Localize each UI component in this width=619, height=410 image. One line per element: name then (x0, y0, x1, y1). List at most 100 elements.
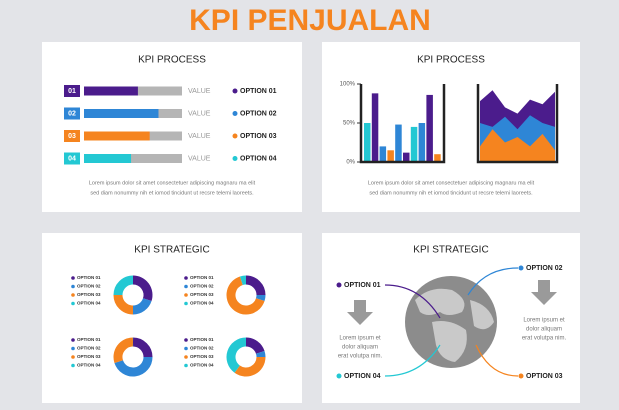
body-text: erat volutpa nim. (522, 336, 567, 342)
panel-title: KPI PROCESS (138, 55, 206, 66)
legend-label: OPTION 04 (77, 363, 101, 368)
body-text: Lorem ipsum dolor sit amet consectetuer … (89, 180, 256, 186)
legend-label: OPTION 03 (77, 354, 101, 359)
legend-label: OPTION 04 (77, 301, 101, 306)
connector (467, 267, 519, 296)
legend-dot (71, 338, 75, 342)
donut-segment (132, 297, 152, 315)
arrow (531, 280, 557, 305)
body-text: dolor aliquam (526, 327, 562, 333)
y-tick-label: 0% (346, 160, 355, 166)
legend-label: OPTION 02 (190, 346, 214, 351)
legend-dot (232, 111, 238, 116)
legend-dot (71, 346, 75, 351)
value-label: VALUE (188, 110, 211, 117)
donut-segment (245, 275, 266, 296)
globe-land (415, 288, 465, 315)
bar (434, 154, 441, 162)
panel-title: KPI STRATEGIC (413, 245, 488, 256)
body-text: dolor aliquam (342, 345, 378, 351)
body-text: Lorem ipsum dolor sit amet consectetuer … (368, 180, 535, 186)
donut-segment (113, 294, 134, 315)
index-box (64, 130, 80, 142)
value-label: VALUE (188, 88, 211, 95)
globe-land (432, 321, 467, 362)
option-label: OPTION 03 (240, 133, 277, 140)
legend-dot (71, 276, 75, 280)
legend-label: OPTION 04 (190, 363, 214, 368)
legend-dot (232, 156, 238, 161)
connector (384, 284, 441, 319)
donut-segment (239, 275, 247, 286)
legend-label: OPTION 03 (190, 292, 214, 297)
donut-segment (226, 337, 247, 373)
donut-segment (114, 356, 153, 377)
legend-label: OPTION 01 (77, 275, 101, 280)
bar (84, 86, 138, 96)
legend-dot (71, 363, 75, 368)
legend-dot (184, 301, 188, 306)
bar (395, 124, 402, 162)
panel (42, 42, 302, 212)
bar (371, 93, 379, 162)
body-text: erat volutpa nim. (338, 354, 383, 360)
legend-dot (232, 133, 238, 139)
bar (387, 150, 394, 162)
option-dot (336, 282, 342, 288)
legend-dot (184, 293, 188, 297)
bar (426, 94, 433, 162)
option-dot (336, 373, 342, 379)
legend-label: OPTION 03 (77, 292, 101, 297)
y-tick-label: 100% (340, 82, 356, 88)
legend-dot (184, 338, 188, 342)
value-label: VALUE (188, 133, 211, 140)
legend-dot (71, 301, 75, 306)
option-label: OPTION 04 (240, 155, 277, 162)
globe-land (470, 300, 494, 330)
index-box (64, 152, 80, 165)
body-text: Lorem ipsum et (523, 318, 565, 324)
legend-dot (232, 88, 238, 94)
option-label: OPTION 04 (344, 373, 381, 380)
bar (410, 126, 418, 162)
donut-segment (113, 337, 134, 364)
option-label: OPTION 01 (344, 282, 381, 289)
bar (84, 154, 132, 163)
legend-label: OPTION 01 (190, 275, 214, 280)
legend-dot (184, 346, 188, 351)
panel-title: KPI PROCESS (417, 55, 485, 66)
legend-dot (184, 284, 188, 289)
globe (405, 276, 497, 368)
donut-segment (255, 294, 266, 302)
legend-label: OPTION 02 (77, 284, 101, 289)
index-label: 02 (68, 110, 76, 117)
area (480, 129, 555, 162)
bar (364, 123, 371, 162)
body-text: sed diam nonummy nih et iomod tincidunt … (90, 190, 254, 196)
option-label: OPTION 02 (240, 110, 277, 117)
arrow (347, 300, 373, 325)
option-label: OPTION 02 (526, 265, 563, 272)
index-label: 01 (68, 88, 76, 95)
panel (42, 233, 302, 403)
y-tick-label: 50% (343, 121, 356, 127)
value-label: VALUE (188, 155, 211, 162)
connector (384, 344, 441, 377)
body-text: Lorem ipsum et (339, 336, 381, 342)
axis (359, 84, 446, 164)
legend-label: OPTION 01 (77, 337, 101, 342)
index-label: 04 (68, 155, 76, 162)
legend-dot (71, 284, 75, 289)
page-title: KPI PENJUALAN (189, 4, 431, 37)
bar (84, 109, 159, 118)
option-label: OPTION 03 (526, 373, 563, 380)
connector (475, 344, 519, 377)
index-box (64, 85, 80, 97)
bar (418, 123, 426, 162)
option-dot (518, 373, 524, 379)
bar (84, 131, 150, 141)
legend-label: OPTION 03 (190, 354, 214, 359)
legend-dot (71, 293, 75, 297)
